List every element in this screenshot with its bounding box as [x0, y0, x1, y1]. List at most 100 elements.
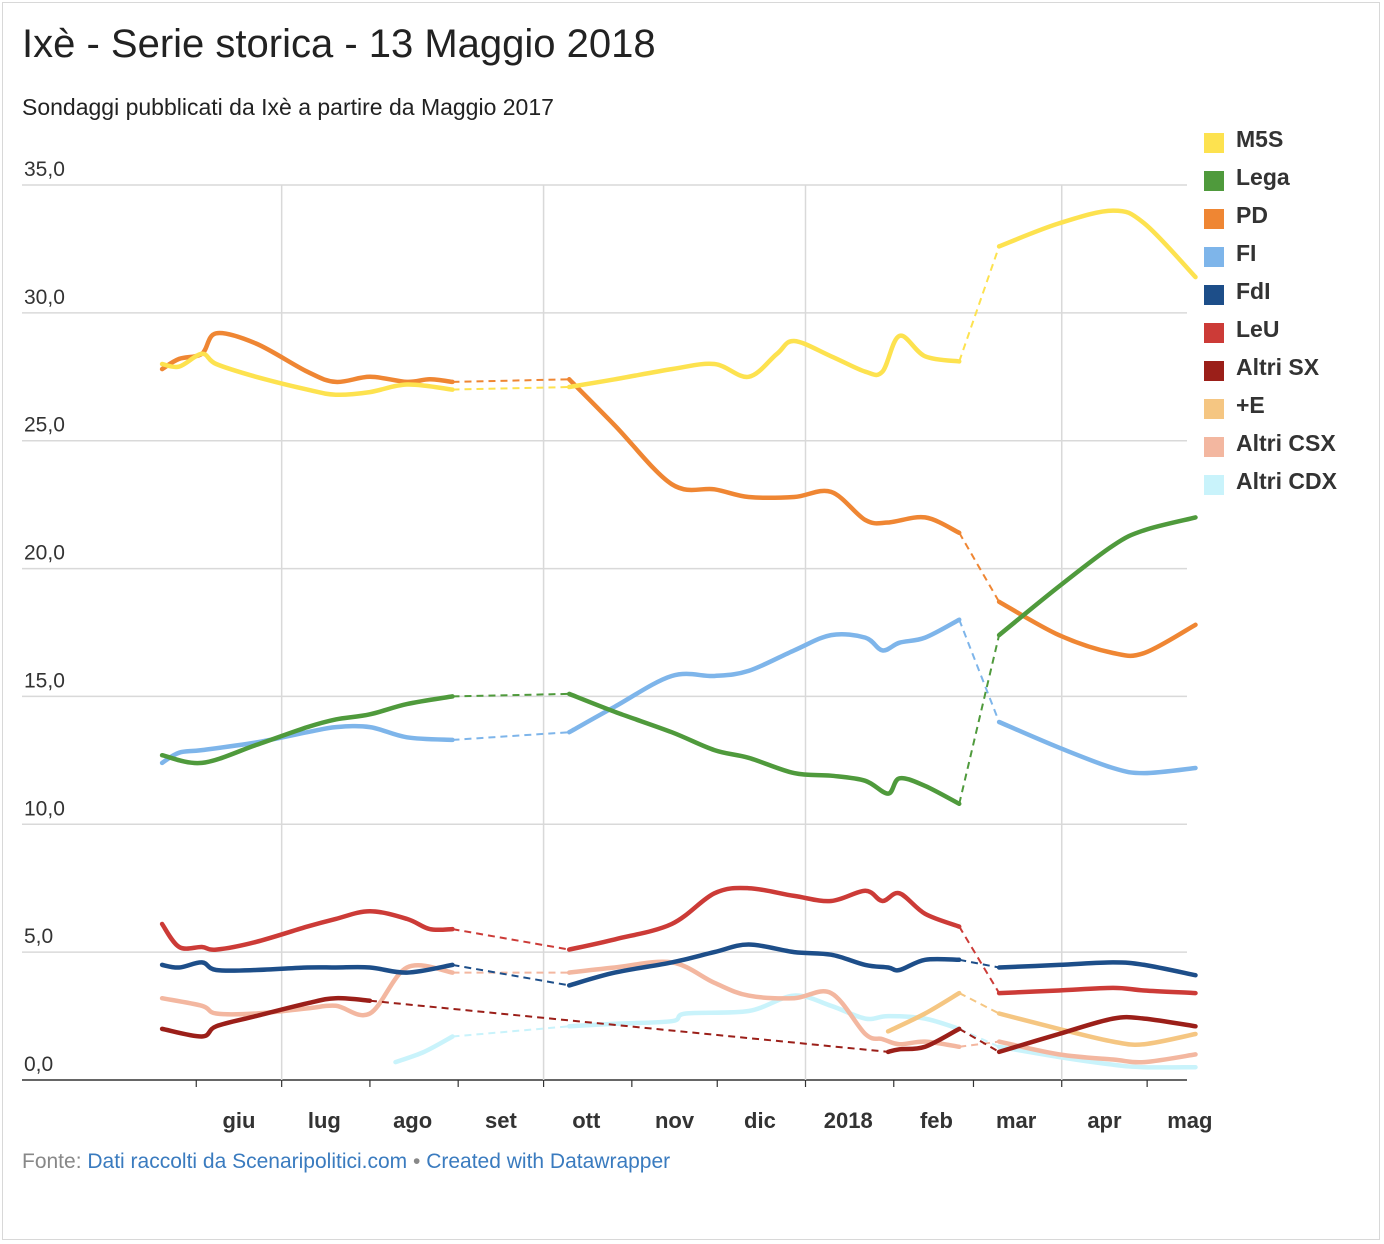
legend-label: Altri SX [1236, 354, 1320, 380]
y-tick-label: 10,0 [24, 797, 65, 820]
series-gap-fdi [959, 958, 1000, 969]
y-tick-label: 20,0 [24, 542, 65, 565]
series-altri-sx [159, 995, 1198, 1055]
legend-swatch [1204, 361, 1224, 381]
series-line-e [996, 1011, 1198, 1047]
chart-title: Ixè - Serie storica - 13 Maggio 2018 [22, 22, 656, 66]
y-axis: 0,0 5,0 10,0 15,0 20,0 25,0 30,0 35,0 [24, 158, 65, 1076]
series-line-fi [159, 723, 455, 766]
source-data-link[interactable]: Dati raccolti da Scenaripolitici.com [87, 1150, 408, 1173]
series-gap-e [958, 992, 1000, 1015]
legend-swatch [1204, 437, 1224, 457]
legend-swatch [1204, 475, 1224, 495]
series-gap-altri-cdx [452, 1025, 570, 1038]
series-line-lega [566, 691, 962, 807]
legend-swatch [1204, 171, 1224, 191]
legend-swatch [1204, 209, 1224, 229]
series-gap-m5s [452, 386, 570, 391]
y-tick-label: 30,0 [24, 286, 65, 309]
series-gap-altri-sx [958, 1027, 1000, 1053]
series-line-fi [996, 719, 1198, 776]
series-line-pd [566, 377, 962, 536]
chart-subtitle: Sondaggi pubblicati da Ixè a partire da … [22, 94, 554, 120]
series-line-pd [996, 599, 1198, 659]
y-tick-label: 35,0 [24, 158, 65, 181]
series-gap-lega [452, 692, 570, 698]
series-lega [159, 515, 1198, 807]
legend-label: M5S [1236, 126, 1284, 152]
series-gap-lega [958, 634, 1001, 805]
x-tick-label: mar [996, 1108, 1037, 1133]
series-leu [159, 885, 1198, 996]
series-pd [159, 330, 1198, 659]
series-gap-fi [452, 731, 570, 741]
series-line-leu [159, 908, 455, 952]
legend-label: LeU [1236, 316, 1280, 342]
series-gap-altri-csx [959, 1040, 1000, 1048]
grid-layer [22, 184, 1187, 1081]
y-tick-label: 0,0 [24, 1053, 53, 1076]
y-tick-label: 15,0 [24, 669, 65, 692]
series-m5s [159, 208, 1198, 398]
legend-label: Altri CSX [1236, 430, 1336, 456]
x-tick-label: apr [1087, 1108, 1122, 1133]
series-gap-leu [958, 926, 1000, 994]
series-line-fi [566, 617, 962, 735]
series-fdi [159, 942, 1198, 988]
legend-label: Altri CDX [1236, 468, 1337, 494]
source-credit-link[interactable]: Created with Datawrapper [426, 1150, 671, 1173]
series-gap-altri-cdx [958, 1027, 1000, 1048]
series-line-altri-sx [996, 1014, 1198, 1055]
legend-label: FdI [1236, 278, 1271, 304]
x-tick-label: lug [308, 1108, 341, 1133]
x-tick-label: dic [744, 1108, 776, 1133]
x-tick-label: 2018 [824, 1108, 873, 1133]
series-line-altri-sx [885, 1026, 962, 1055]
x-tick-label: set [485, 1108, 517, 1133]
legend-label: Lega [1236, 164, 1290, 190]
x-tick-label: nov [655, 1108, 695, 1133]
series-gap-m5s [958, 246, 1001, 362]
legend-swatch [1204, 399, 1224, 419]
x-tick-label: ago [393, 1108, 432, 1133]
series-line-fdi [566, 942, 962, 988]
series-gap-fi [958, 619, 1001, 723]
x-tick-label: giu [222, 1108, 255, 1133]
series-line-leu [566, 885, 962, 952]
series-line-m5s [159, 351, 455, 398]
legend-label: +E [1236, 392, 1265, 418]
legend-swatch [1204, 323, 1224, 343]
series-line-altri-csx [996, 1039, 1198, 1065]
series-gap-leu [452, 928, 570, 951]
series-gap-pd [452, 378, 570, 383]
series-line-lega [159, 694, 455, 766]
x-axis: giu lug ago set ott nov dic 2018 feb mar apr mag [195, 1080, 1212, 1133]
series-line-m5s [996, 208, 1198, 280]
series-gap-altri-sx [369, 999, 889, 1053]
series-altri-cdx [393, 993, 1198, 1070]
y-tick-label: 25,0 [24, 414, 65, 437]
series-line-altri-csx [159, 963, 455, 1018]
legend-swatch [1204, 247, 1224, 267]
series-gap-fdi [452, 963, 570, 987]
legend-swatch [1204, 285, 1224, 305]
source-note: Fonte: Dati raccolti da Scenaripolitici.… [22, 1150, 670, 1174]
legend-swatch [1204, 133, 1224, 153]
series-line-altri-cdx [393, 1034, 455, 1065]
source-separator: • [407, 1150, 427, 1173]
series-line-fdi [159, 960, 455, 975]
series-line-e [885, 990, 962, 1034]
series-e [885, 990, 1198, 1047]
series-line-lega [996, 515, 1198, 638]
series-altri-csx [159, 959, 1198, 1065]
series-layer [159, 208, 1198, 1070]
series-line-leu [996, 985, 1198, 996]
y-tick-label: 5,0 [24, 925, 53, 948]
series-line-altri-cdx [996, 1044, 1198, 1070]
legend-label: PD [1236, 202, 1268, 228]
series-fi [159, 617, 1198, 776]
series-line-fdi [996, 960, 1198, 978]
source-prefix: Fonte: [22, 1150, 88, 1173]
